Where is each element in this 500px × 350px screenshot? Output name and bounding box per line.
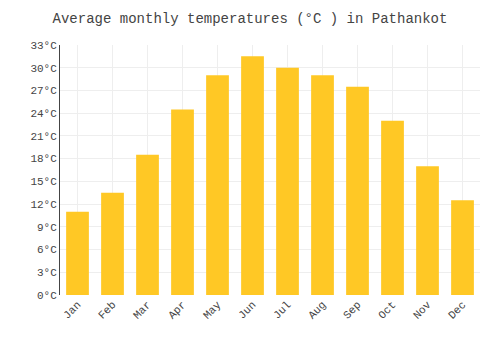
svg-text:Feb: Feb (96, 299, 118, 321)
svg-text:Mar: Mar (131, 299, 153, 321)
svg-text:33°C: 33°C (30, 40, 57, 52)
svg-text:Nov: Nov (411, 299, 434, 322)
svg-text:30°C: 30°C (30, 63, 57, 75)
svg-text:12°C: 12°C (30, 199, 57, 211)
svg-text:24°C: 24°C (30, 108, 57, 120)
svg-text:Aug: Aug (306, 299, 328, 321)
svg-text:Oct: Oct (376, 299, 398, 321)
svg-text:0°C: 0°C (37, 290, 57, 302)
svg-text:Jul: Jul (271, 299, 293, 321)
svg-text:May: May (201, 299, 224, 322)
svg-text:18°C: 18°C (30, 153, 57, 165)
svg-text:9°C: 9°C (37, 222, 57, 234)
svg-text:Dec: Dec (446, 299, 468, 321)
svg-text:Jun: Jun (236, 299, 258, 321)
svg-text:Average monthly temperatures (: Average monthly temperatures (°C ) in Pa… (53, 11, 448, 27)
svg-text:21°C: 21°C (30, 131, 57, 143)
svg-text:Apr: Apr (166, 299, 188, 321)
svg-text:27°C: 27°C (30, 85, 57, 97)
svg-text:3°C: 3°C (37, 267, 57, 279)
svg-text:Jan: Jan (61, 299, 83, 321)
svg-text:Sep: Sep (341, 299, 363, 321)
svg-text:6°C: 6°C (37, 244, 57, 256)
svg-text:15°C: 15°C (30, 176, 57, 188)
